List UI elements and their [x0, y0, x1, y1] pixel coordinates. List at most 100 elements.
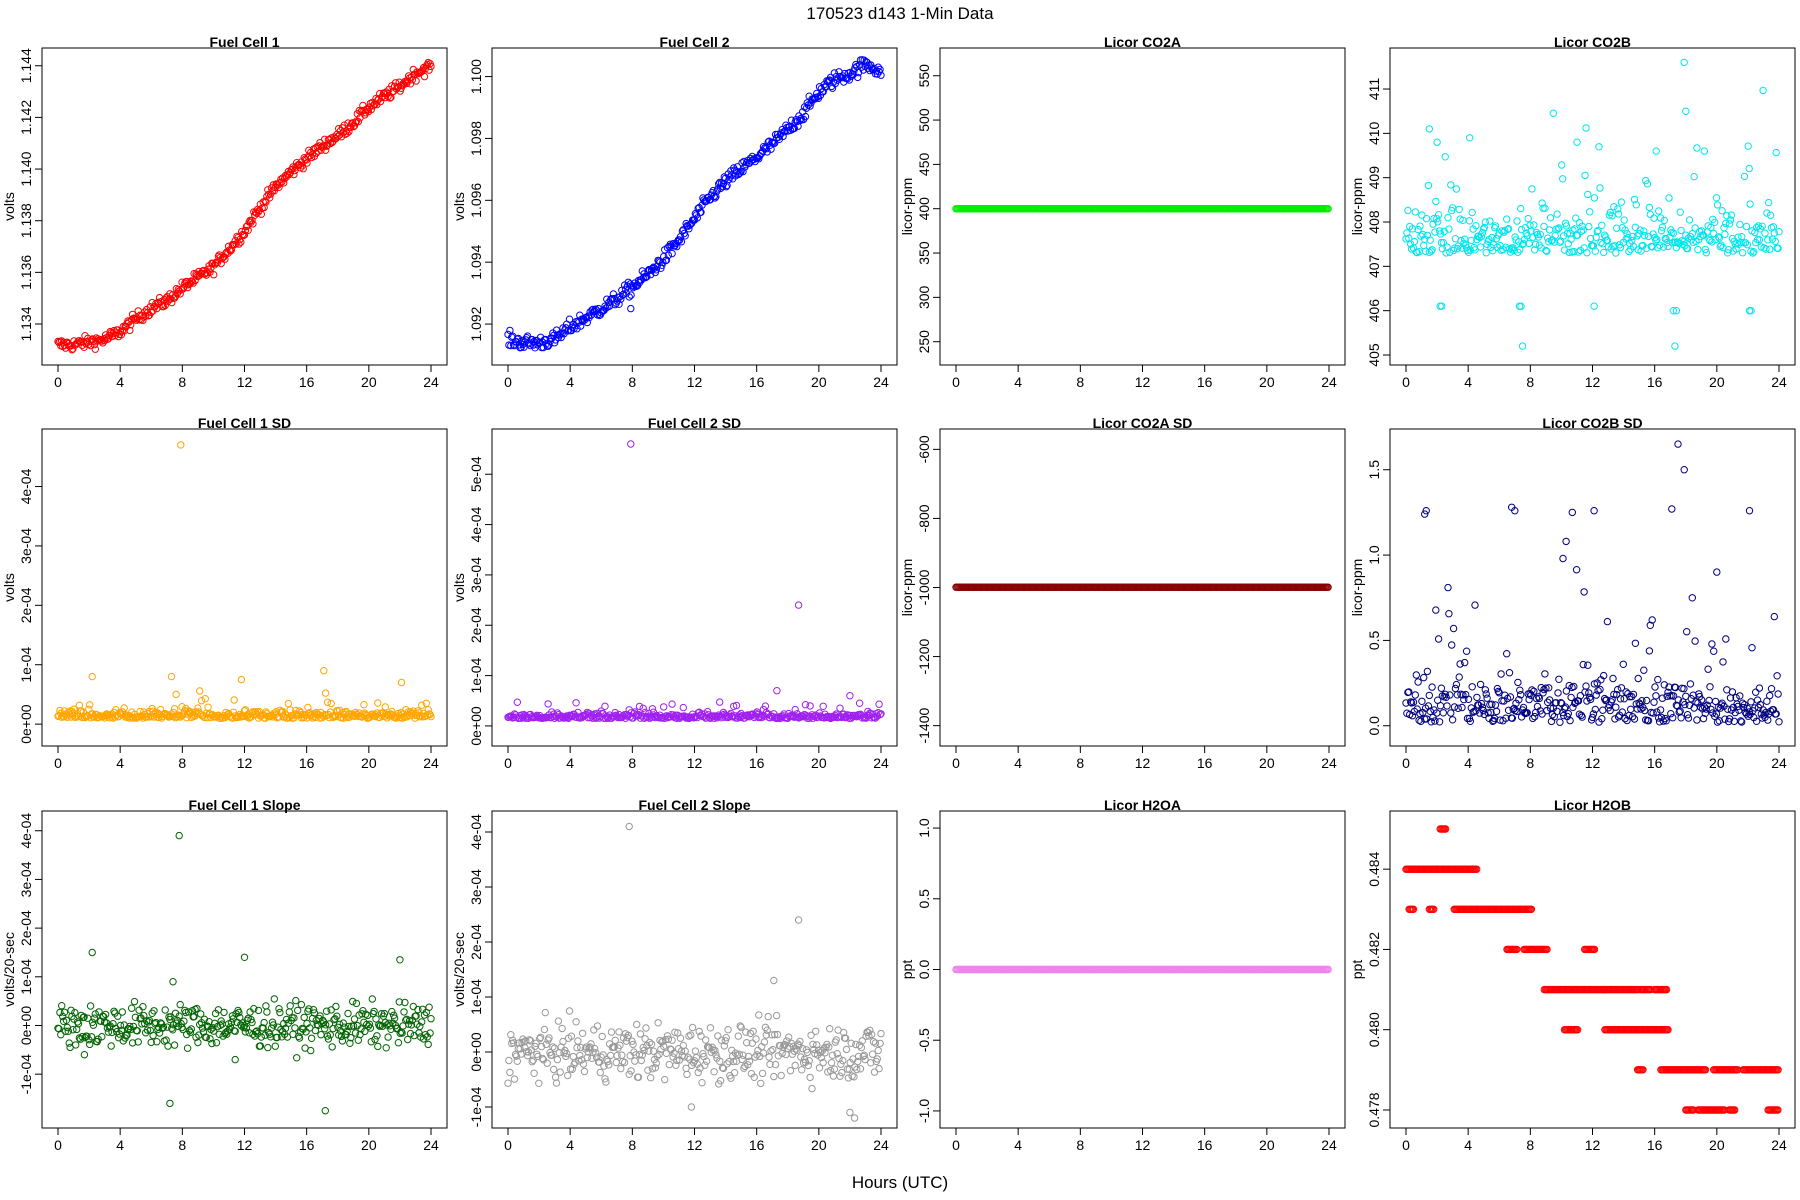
data-point — [1561, 703, 1570, 711]
data-point — [697, 208, 705, 216]
data-point — [877, 1029, 885, 1038]
data-point — [813, 1041, 821, 1049]
data-point — [1650, 214, 1658, 222]
data-point — [1683, 711, 1692, 719]
data-point — [262, 1002, 270, 1010]
y-tick-label: 0e+00 — [18, 704, 34, 744]
data-point — [600, 1062, 608, 1070]
data-point — [1513, 217, 1521, 225]
data-point — [779, 132, 787, 141]
data-point — [722, 1034, 730, 1042]
data-point — [237, 675, 246, 684]
data-point — [1543, 247, 1551, 256]
data-point — [868, 1030, 876, 1039]
data-point — [1428, 683, 1436, 691]
x-tick-label: 4 — [1014, 1137, 1022, 1153]
data-point — [1595, 143, 1603, 151]
data-point — [833, 1050, 841, 1058]
data-point — [1452, 185, 1461, 193]
data-point — [1640, 666, 1648, 674]
data-point — [1530, 687, 1538, 695]
data-point — [1751, 704, 1759, 712]
data-point — [668, 249, 676, 258]
data-points — [1402, 440, 1783, 726]
data-point — [1620, 216, 1628, 224]
data-point — [1772, 148, 1780, 157]
x-tick-label: 12 — [237, 1137, 253, 1153]
data-point — [1737, 238, 1745, 247]
data-point — [270, 995, 278, 1003]
data-point — [628, 1037, 636, 1045]
data-point — [1592, 691, 1600, 699]
y-axis-label: ppt — [899, 960, 915, 980]
data-point — [541, 1008, 549, 1017]
data-point — [1669, 307, 1678, 315]
data-point — [1481, 686, 1490, 694]
data-point — [86, 1040, 94, 1049]
data-point — [1614, 210, 1623, 218]
data-point — [627, 291, 635, 299]
data-point — [1590, 194, 1599, 202]
data-point — [558, 1024, 566, 1033]
data-point — [1655, 207, 1663, 215]
data-point — [839, 1056, 847, 1065]
data-point — [338, 1037, 347, 1045]
x-tick-label: 0 — [504, 1137, 512, 1153]
data-point — [1649, 709, 1657, 717]
data-point — [536, 1034, 544, 1043]
data-point — [366, 712, 375, 720]
data-point — [108, 1028, 116, 1037]
data-point — [252, 1028, 260, 1036]
data-point — [1688, 230, 1697, 238]
data-point — [724, 1026, 732, 1034]
data-point — [636, 1030, 645, 1038]
data-point — [850, 1114, 859, 1122]
data-point — [1713, 718, 1722, 726]
y-axis-label: licor-ppm — [899, 559, 915, 617]
data-point — [144, 1018, 153, 1026]
data-point — [1476, 680, 1485, 689]
data-point — [1431, 717, 1439, 725]
data-point — [1454, 704, 1462, 712]
x-tick-label: 20 — [1709, 1137, 1725, 1153]
data-point — [1479, 225, 1488, 233]
data-point — [1650, 698, 1658, 706]
x-tick-label: 20 — [1259, 374, 1275, 390]
y-tick-label: 4e-04 — [468, 814, 484, 850]
data-point — [1680, 466, 1688, 474]
x-tick-label: 4 — [1014, 374, 1022, 390]
x-tick-label: 12 — [687, 755, 703, 771]
data-point — [867, 1059, 875, 1067]
data-point — [115, 1030, 124, 1038]
plot-frame — [1389, 47, 1796, 366]
data-point — [1449, 624, 1458, 633]
data-point — [698, 1079, 706, 1087]
data-point — [694, 1068, 702, 1077]
data-point — [745, 1057, 754, 1066]
data-point — [592, 1049, 600, 1057]
data-point — [1466, 246, 1475, 254]
data-point — [323, 698, 332, 706]
data-point — [1574, 697, 1583, 705]
data-point — [1408, 712, 1417, 720]
data-point — [723, 1060, 731, 1068]
data-point — [167, 672, 176, 681]
data-point — [1770, 612, 1779, 621]
data-point — [321, 1025, 329, 1033]
data-point — [1556, 718, 1564, 726]
data-point — [374, 1042, 382, 1051]
data-point — [124, 713, 132, 721]
x-tick-label: 20 — [361, 1137, 377, 1153]
data-point — [1441, 153, 1449, 161]
data-point — [1572, 566, 1581, 574]
data-point — [380, 1009, 389, 1018]
data-point — [697, 1032, 705, 1040]
data-point — [1509, 705, 1517, 713]
data-point — [69, 1026, 77, 1034]
y-axis-label: licor-ppm — [899, 178, 915, 236]
data-point — [1590, 302, 1598, 310]
data-point — [240, 953, 249, 961]
data-point — [1546, 704, 1555, 712]
data-point — [652, 1059, 660, 1067]
